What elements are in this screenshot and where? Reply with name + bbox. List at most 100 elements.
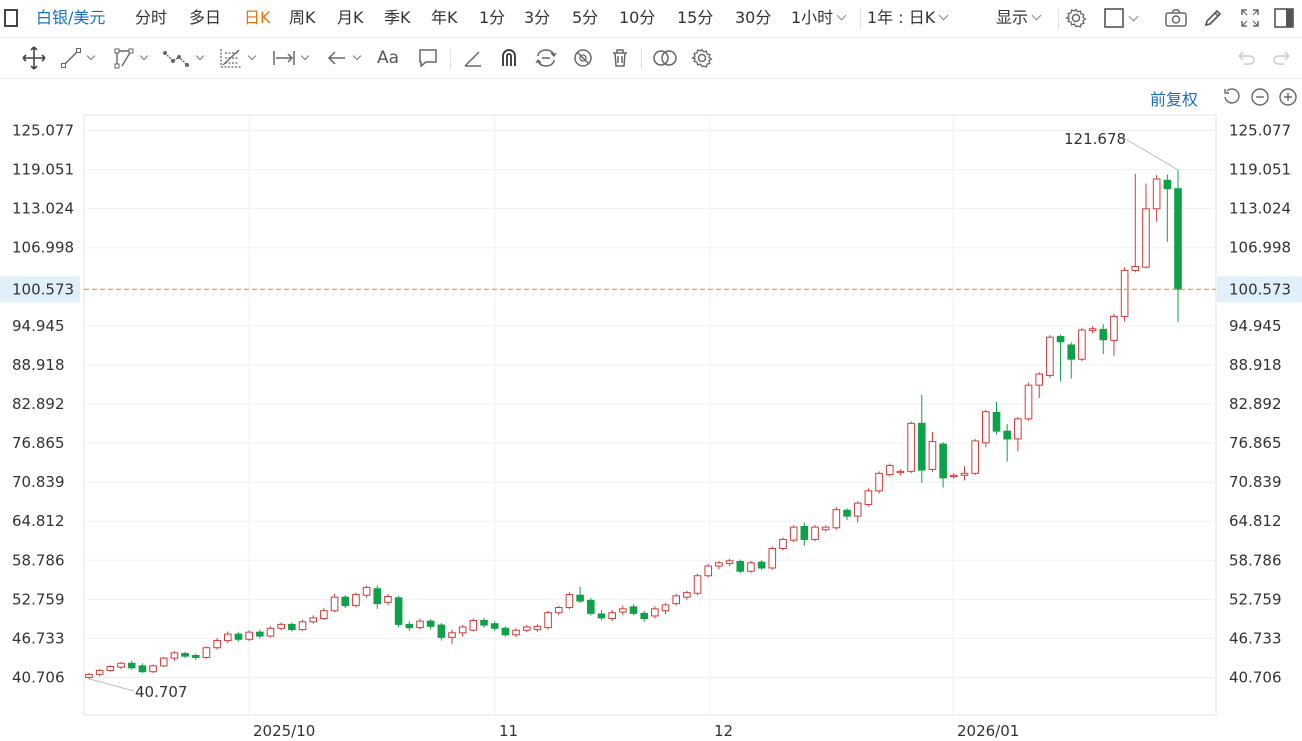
channel-icon [114,48,134,69]
candle [554,605,563,616]
candle-body [544,612,552,629]
y-tick-label-right: 106.998 [1229,239,1291,257]
y-tick-label-right: 88.918 [1229,356,1282,374]
zoom-in-icon[interactable] [1278,86,1298,108]
candle-body [138,665,147,673]
candle-body [875,472,883,492]
candle [768,546,777,570]
candle-body [245,631,253,640]
tab-timeshare[interactable]: 分时 [135,8,168,27]
y-tick-label-right: 64.812 [1229,512,1282,530]
symbol-square-icon[interactable] [4,9,18,27]
move-crosshair-icon[interactable] [22,46,46,70]
sync-drawings-icon[interactable] [534,47,558,69]
candle-body [1046,336,1054,376]
tab-30min[interactable]: 30分 [735,8,772,27]
divider [450,49,451,69]
trash-icon[interactable] [609,47,631,69]
text-tool[interactable]: Aa [377,48,400,68]
candle-body [683,592,691,598]
pencil-icon[interactable] [1202,7,1224,29]
tab-monthly-k[interactable]: 月K [337,8,364,27]
camera-icon[interactable] [1164,7,1188,29]
comment-icon[interactable] [417,47,439,69]
candle [448,629,456,644]
candle [1163,174,1172,242]
candle-body [864,490,873,505]
candle-body [661,604,670,612]
candle-body [320,610,328,620]
candle-body [426,620,435,627]
layout-select[interactable] [1103,7,1139,29]
tab-10min[interactable]: 10分 [619,8,656,27]
candle-body [416,620,424,629]
polyline-tool[interactable] [163,47,205,69]
candle [736,559,745,574]
price-tag-bg-right [1217,276,1302,303]
display-select[interactable]: 显示 [996,8,1042,28]
candle [106,665,115,672]
tab-daily-k[interactable]: 日K [244,8,271,27]
candle [928,431,937,473]
candle [1152,175,1161,222]
candle [288,622,296,632]
line-tool[interactable] [60,47,96,69]
undo-icon[interactable] [1235,47,1257,69]
symbol-selector[interactable]: 白银/美元 [36,8,106,27]
candle [416,618,424,630]
channel-tool[interactable] [113,47,149,69]
tab-weekly-k[interactable]: 周K [289,8,316,27]
y-tick-label-left: 88.918 [12,356,65,374]
candle [1024,382,1033,421]
fibonacci-tool[interactable] [219,47,257,69]
candle [256,629,264,639]
price-tag-bg-left [0,276,80,303]
chart-settings-gear-icon[interactable] [691,47,713,69]
compare-icon[interactable] [652,47,678,69]
zoom-out-icon[interactable] [1250,86,1270,108]
range-select[interactable]: 1年 : 日K [867,8,949,28]
angle-ruler-icon[interactable] [462,47,484,69]
range-measure-tool[interactable] [272,47,310,69]
candle [1078,328,1086,362]
panel-toggle-icon[interactable] [1273,7,1295,29]
tab-1min[interactable]: 1分 [479,8,506,27]
reset-icon[interactable] [1222,86,1242,108]
fullscreen-icon[interactable] [1239,7,1261,29]
candle-body [651,608,659,617]
redo-icon[interactable] [1271,47,1293,69]
candle [864,488,873,507]
interval-select[interactable]: 1小时 [791,8,847,28]
adjustment-forward-button[interactable]: 前复权 [1150,90,1199,109]
candle-body [95,669,104,675]
candle [779,537,787,551]
candle [373,585,382,609]
tab-quarterly-k[interactable]: 季K [384,8,411,27]
hide-drawings-icon[interactable] [572,47,594,69]
candle-body [127,662,136,669]
tab-15min[interactable]: 15分 [677,8,714,27]
candle-body [448,632,456,638]
candle-body [266,627,275,637]
candle-body [928,441,937,470]
magnet-icon[interactable] [498,47,520,69]
candle [640,610,648,622]
candle [138,663,147,674]
candle [490,621,499,631]
candle-body [352,594,360,607]
y-tick-label-left: 82.892 [12,395,65,413]
candle-body [341,596,350,607]
arrow-tool[interactable] [326,47,362,69]
candle [245,630,253,642]
candle-body [106,666,115,671]
settings-gear-icon[interactable] [1065,7,1087,29]
candle [458,625,467,637]
tab-5min[interactable]: 5分 [572,8,599,27]
tab-3min[interactable]: 3分 [524,8,551,27]
candle-body [747,562,755,572]
candle-body [213,640,221,649]
candle-body [608,612,616,620]
tab-yearly-k[interactable]: 年K [431,8,458,27]
tab-multiday[interactable]: 多日 [189,8,222,27]
